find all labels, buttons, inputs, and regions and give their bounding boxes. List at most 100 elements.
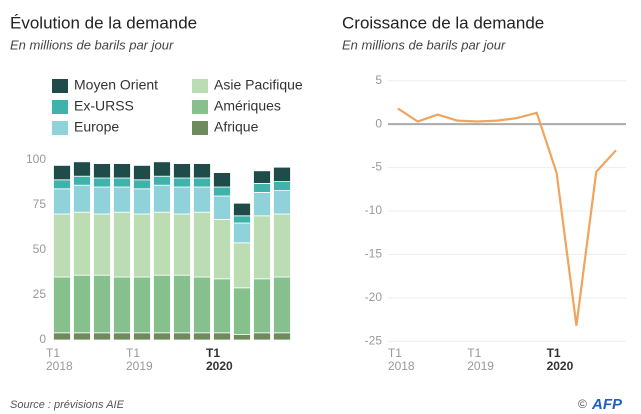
bar-segment	[53, 276, 71, 334]
bar-segment	[173, 274, 191, 334]
source: Source : prévisions AIE	[10, 399, 125, 411]
bar-segment	[73, 184, 91, 213]
legend-label: Asie Pacifique	[214, 77, 303, 93]
bar-segment	[193, 177, 211, 188]
bar-segment	[153, 332, 171, 341]
x-tick-label: T1 2018	[46, 346, 73, 373]
bar-segment	[253, 278, 271, 334]
bar-segment	[273, 190, 291, 215]
bar-segment	[113, 186, 131, 213]
bar-segment	[233, 242, 251, 289]
bar-segment	[113, 163, 131, 179]
bar-segment	[73, 175, 91, 186]
bar-segment	[93, 332, 111, 341]
legend-label: Moyen Orient	[74, 77, 158, 93]
y-tick-label: -25	[365, 333, 383, 347]
x-tick-label: T1 2019	[126, 346, 153, 373]
bar-segment	[253, 170, 271, 184]
y-tick-label: 25	[33, 287, 47, 301]
bar-segment	[113, 276, 131, 334]
bar-segment	[173, 177, 191, 188]
bar-segment	[273, 213, 291, 278]
bar-segment	[233, 287, 251, 335]
bar-segment	[113, 211, 131, 278]
legend-swatch	[192, 100, 208, 114]
bar-segment	[73, 332, 91, 341]
bar-segment	[173, 186, 191, 215]
bar-segment	[233, 215, 251, 224]
bar-segment	[73, 161, 91, 177]
bar-segment	[153, 184, 171, 213]
bar-segment	[93, 274, 111, 334]
bar-segment	[133, 276, 151, 334]
bar-segment	[53, 164, 71, 181]
bar-segment	[273, 332, 291, 341]
legend-label: Europe	[74, 119, 119, 135]
bar-segment	[93, 163, 111, 179]
logo: AFP	[591, 396, 623, 413]
bar-segment	[53, 213, 71, 278]
bar-segment	[153, 175, 171, 186]
bar-segment	[133, 332, 151, 341]
bar-segment	[113, 177, 131, 188]
bar-segment	[213, 186, 231, 197]
legend-swatch	[192, 121, 208, 135]
bar-segment	[53, 179, 71, 190]
legend-label: Ex-URSS	[74, 98, 134, 114]
bar-segment	[73, 211, 91, 276]
bar-segment	[53, 188, 71, 215]
bar-segment	[133, 213, 151, 278]
bar-segment	[93, 186, 111, 215]
bar-segment	[213, 332, 231, 341]
bar-segment	[193, 211, 211, 278]
bar-segment	[273, 166, 291, 182]
legend-swatch	[52, 79, 68, 93]
y-tick-label: 0	[39, 332, 46, 346]
x-tick-label: T1 2020	[206, 346, 233, 373]
bar-segment	[173, 332, 191, 341]
bar-segment	[153, 161, 171, 177]
bar-segment	[133, 164, 151, 181]
bar-segment	[273, 181, 291, 192]
bar-segment	[173, 163, 191, 179]
bar-segment	[73, 274, 91, 334]
bar-segment	[193, 163, 211, 179]
bar-segment	[233, 222, 251, 244]
bar-segment	[53, 332, 71, 341]
bar-segment	[213, 218, 231, 280]
legend-label: Amériques	[214, 98, 281, 114]
y-tick-label: 50	[33, 242, 47, 256]
x-tick-label: T1 2019	[467, 346, 494, 373]
chart-title: Évolution de la demande	[10, 13, 197, 32]
chart-subtitle: En millions de barils par jour	[342, 37, 506, 52]
y-tick-label: 5	[375, 73, 382, 87]
bar-segment	[213, 195, 231, 220]
legend-swatch	[52, 121, 68, 135]
bar-segment	[173, 213, 191, 276]
bar-segment	[193, 276, 211, 334]
bar-segment	[253, 191, 271, 217]
bar-segment	[133, 179, 151, 190]
bar-segment	[213, 278, 231, 334]
y-tick-label: -20	[365, 290, 383, 304]
y-tick-label: 0	[375, 116, 382, 130]
bar-segment	[153, 211, 171, 276]
bar-segment	[113, 332, 131, 341]
credit: ©	[578, 397, 587, 411]
legend-swatch	[52, 100, 68, 114]
y-tick-label: -5	[371, 160, 382, 174]
chart-title: Croissance de la demande	[342, 13, 544, 32]
y-tick-label: -10	[365, 203, 383, 217]
bar-segment	[273, 276, 291, 334]
bar-segment	[233, 334, 251, 341]
bar-segment	[253, 332, 271, 341]
bar-segment	[253, 182, 271, 193]
x-tick-label: T1 2018	[387, 346, 415, 373]
bar-segment	[233, 202, 251, 217]
y-tick-label: 100	[26, 152, 46, 166]
bar-segment	[133, 188, 151, 215]
legend-label: Afrique	[214, 119, 259, 135]
x-tick-label: T1 2020	[546, 346, 574, 373]
bar-segment	[253, 215, 271, 280]
